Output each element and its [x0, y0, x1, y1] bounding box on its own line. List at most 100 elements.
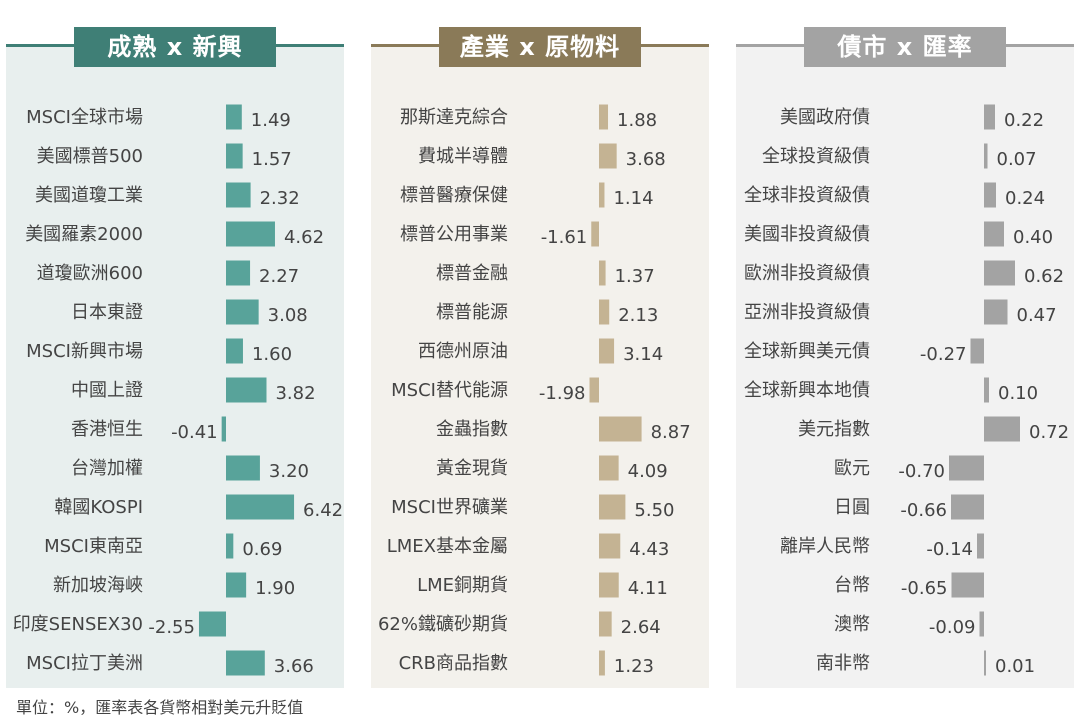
- category-label: 標普公用事業: [400, 224, 508, 245]
- category-label: 金蟲指數: [436, 419, 508, 440]
- value-label: 4.11: [628, 578, 668, 599]
- value-label: 1.23: [614, 656, 654, 677]
- category-label: 美國政府債: [780, 107, 870, 128]
- category-label: 標普金融: [436, 263, 508, 284]
- value-label: 0.47: [1017, 305, 1057, 326]
- category-label: 那斯達克綜合: [400, 107, 508, 128]
- value-label: 1.90: [255, 578, 295, 599]
- category-label: 台幣: [834, 575, 870, 596]
- value-label: 0.62: [1024, 266, 1064, 287]
- value-label: 3.66: [274, 656, 314, 677]
- category-label: MSCI全球市場: [26, 107, 143, 128]
- bar: [977, 533, 984, 559]
- value-label: 8.87: [651, 422, 691, 443]
- bar: [949, 455, 984, 481]
- bar: [226, 572, 247, 598]
- value-label: 4.43: [629, 539, 669, 560]
- bar: [984, 260, 1015, 286]
- value-label: 4.62: [284, 227, 324, 248]
- value-label: 3.14: [623, 344, 663, 365]
- category-label: 香港恒生: [71, 419, 143, 440]
- panel-title: 產業 x 原物料: [439, 27, 641, 67]
- value-label: 0.24: [1005, 188, 1045, 209]
- category-label: 澳幣: [834, 614, 870, 635]
- footnote: 單位：%，匯率表各貨幣相對美元升貶值: [16, 698, 304, 717]
- value-label: 3.82: [275, 383, 315, 404]
- value-label: 0.72: [1029, 422, 1069, 443]
- value-label: 1.14: [613, 188, 653, 209]
- value-label: 1.88: [617, 110, 657, 131]
- category-label: 西德州原油: [418, 341, 508, 362]
- value-label: 2.27: [259, 266, 299, 287]
- bar: [599, 611, 612, 637]
- value-label: -2.55: [148, 617, 195, 638]
- panel-title: 成熟 x 新興: [74, 27, 276, 67]
- category-label: 標普能源: [436, 302, 508, 323]
- category-label: MSCI替代能源: [391, 380, 508, 401]
- category-label: 亞洲非投資級債: [744, 302, 870, 323]
- category-label: 美國標普500: [37, 146, 143, 167]
- bar: [226, 221, 275, 247]
- value-label: -0.70: [898, 461, 945, 482]
- category-label: LMEX基本金屬: [387, 536, 508, 557]
- value-label: -0.66: [900, 500, 947, 521]
- bar: [599, 572, 619, 598]
- bar: [599, 182, 605, 208]
- bar: [599, 143, 617, 169]
- bar: [226, 104, 242, 130]
- bar: [198, 611, 226, 637]
- bar: [226, 533, 234, 559]
- category-label: LME銅期貨: [417, 575, 508, 596]
- category-label: 日本東證: [71, 302, 143, 323]
- category-label: 離岸人民幣: [780, 536, 870, 557]
- bar: [226, 182, 251, 208]
- category-label: 美元指數: [798, 419, 870, 440]
- bar: [984, 650, 986, 676]
- chart-industry-commodities: 那斯達克綜合 1.88 費城半導體 3.68 標普醫療保健 1.14 標普公用事業 -1.61…: [371, 44, 709, 688]
- value-label: 1.37: [615, 266, 655, 287]
- category-label: 歐元: [834, 458, 870, 479]
- category-label: MSCI拉丁美洲: [26, 653, 143, 674]
- bar: [226, 338, 243, 364]
- category-label: 美國道瓊工業: [35, 185, 143, 206]
- value-label: 3.68: [626, 149, 666, 170]
- category-label: 韓國KOSPI: [54, 497, 143, 518]
- bar: [599, 455, 619, 481]
- panel-industry-commodities: 那斯達克綜合 1.88 費城半導體 3.68 標普醫療保健 1.14 標普公用事業 -1.61…: [371, 27, 709, 688]
- category-label: MSCI世界礦業: [391, 497, 508, 518]
- bar: [599, 494, 626, 520]
- bar: [951, 572, 984, 598]
- chart-bonds-fx: 美國政府債 0.22 全球投資級債 0.07 全球非投資級債 0.24 美國非投資級債 0.4…: [736, 44, 1074, 688]
- category-label: 歐洲非投資級債: [744, 263, 870, 284]
- value-label: -0.14: [926, 539, 973, 560]
- category-label: 全球新興美元債: [744, 341, 870, 362]
- category-label: 全球投資級債: [762, 146, 870, 167]
- value-label: 0.01: [995, 656, 1035, 677]
- category-label: 62%鐵礦砂期貨: [378, 614, 508, 635]
- value-label: 1.57: [252, 149, 292, 170]
- category-label: 日圓: [834, 497, 870, 518]
- panel-mature-emerging: MSCI全球市場 1.49 美國標普500 1.57 美國道瓊工業 2.32 美國羅素200…: [6, 27, 344, 688]
- category-label: MSCI東南亞: [44, 536, 143, 557]
- bar: [599, 299, 610, 325]
- value-label: 0.69: [242, 539, 282, 560]
- bar: [984, 416, 1020, 442]
- bar: [591, 221, 599, 247]
- category-label: 美國非投資級債: [744, 224, 870, 245]
- value-label: 0.10: [998, 383, 1038, 404]
- value-label: -0.41: [171, 422, 218, 443]
- category-label: 美國羅素2000: [25, 224, 143, 245]
- category-label: 南非幣: [816, 653, 870, 674]
- bar: [970, 338, 984, 364]
- bar: [984, 299, 1008, 325]
- category-label: CRB商品指數: [399, 653, 508, 674]
- bar: [599, 533, 621, 559]
- bar: [984, 182, 996, 208]
- bar: [226, 299, 259, 325]
- bar: [984, 377, 989, 403]
- value-label: 5.50: [634, 500, 674, 521]
- value-label: 0.07: [997, 149, 1037, 170]
- bar: [984, 221, 1004, 247]
- bar: [599, 260, 606, 286]
- category-label: 道瓊歐洲600: [37, 263, 143, 284]
